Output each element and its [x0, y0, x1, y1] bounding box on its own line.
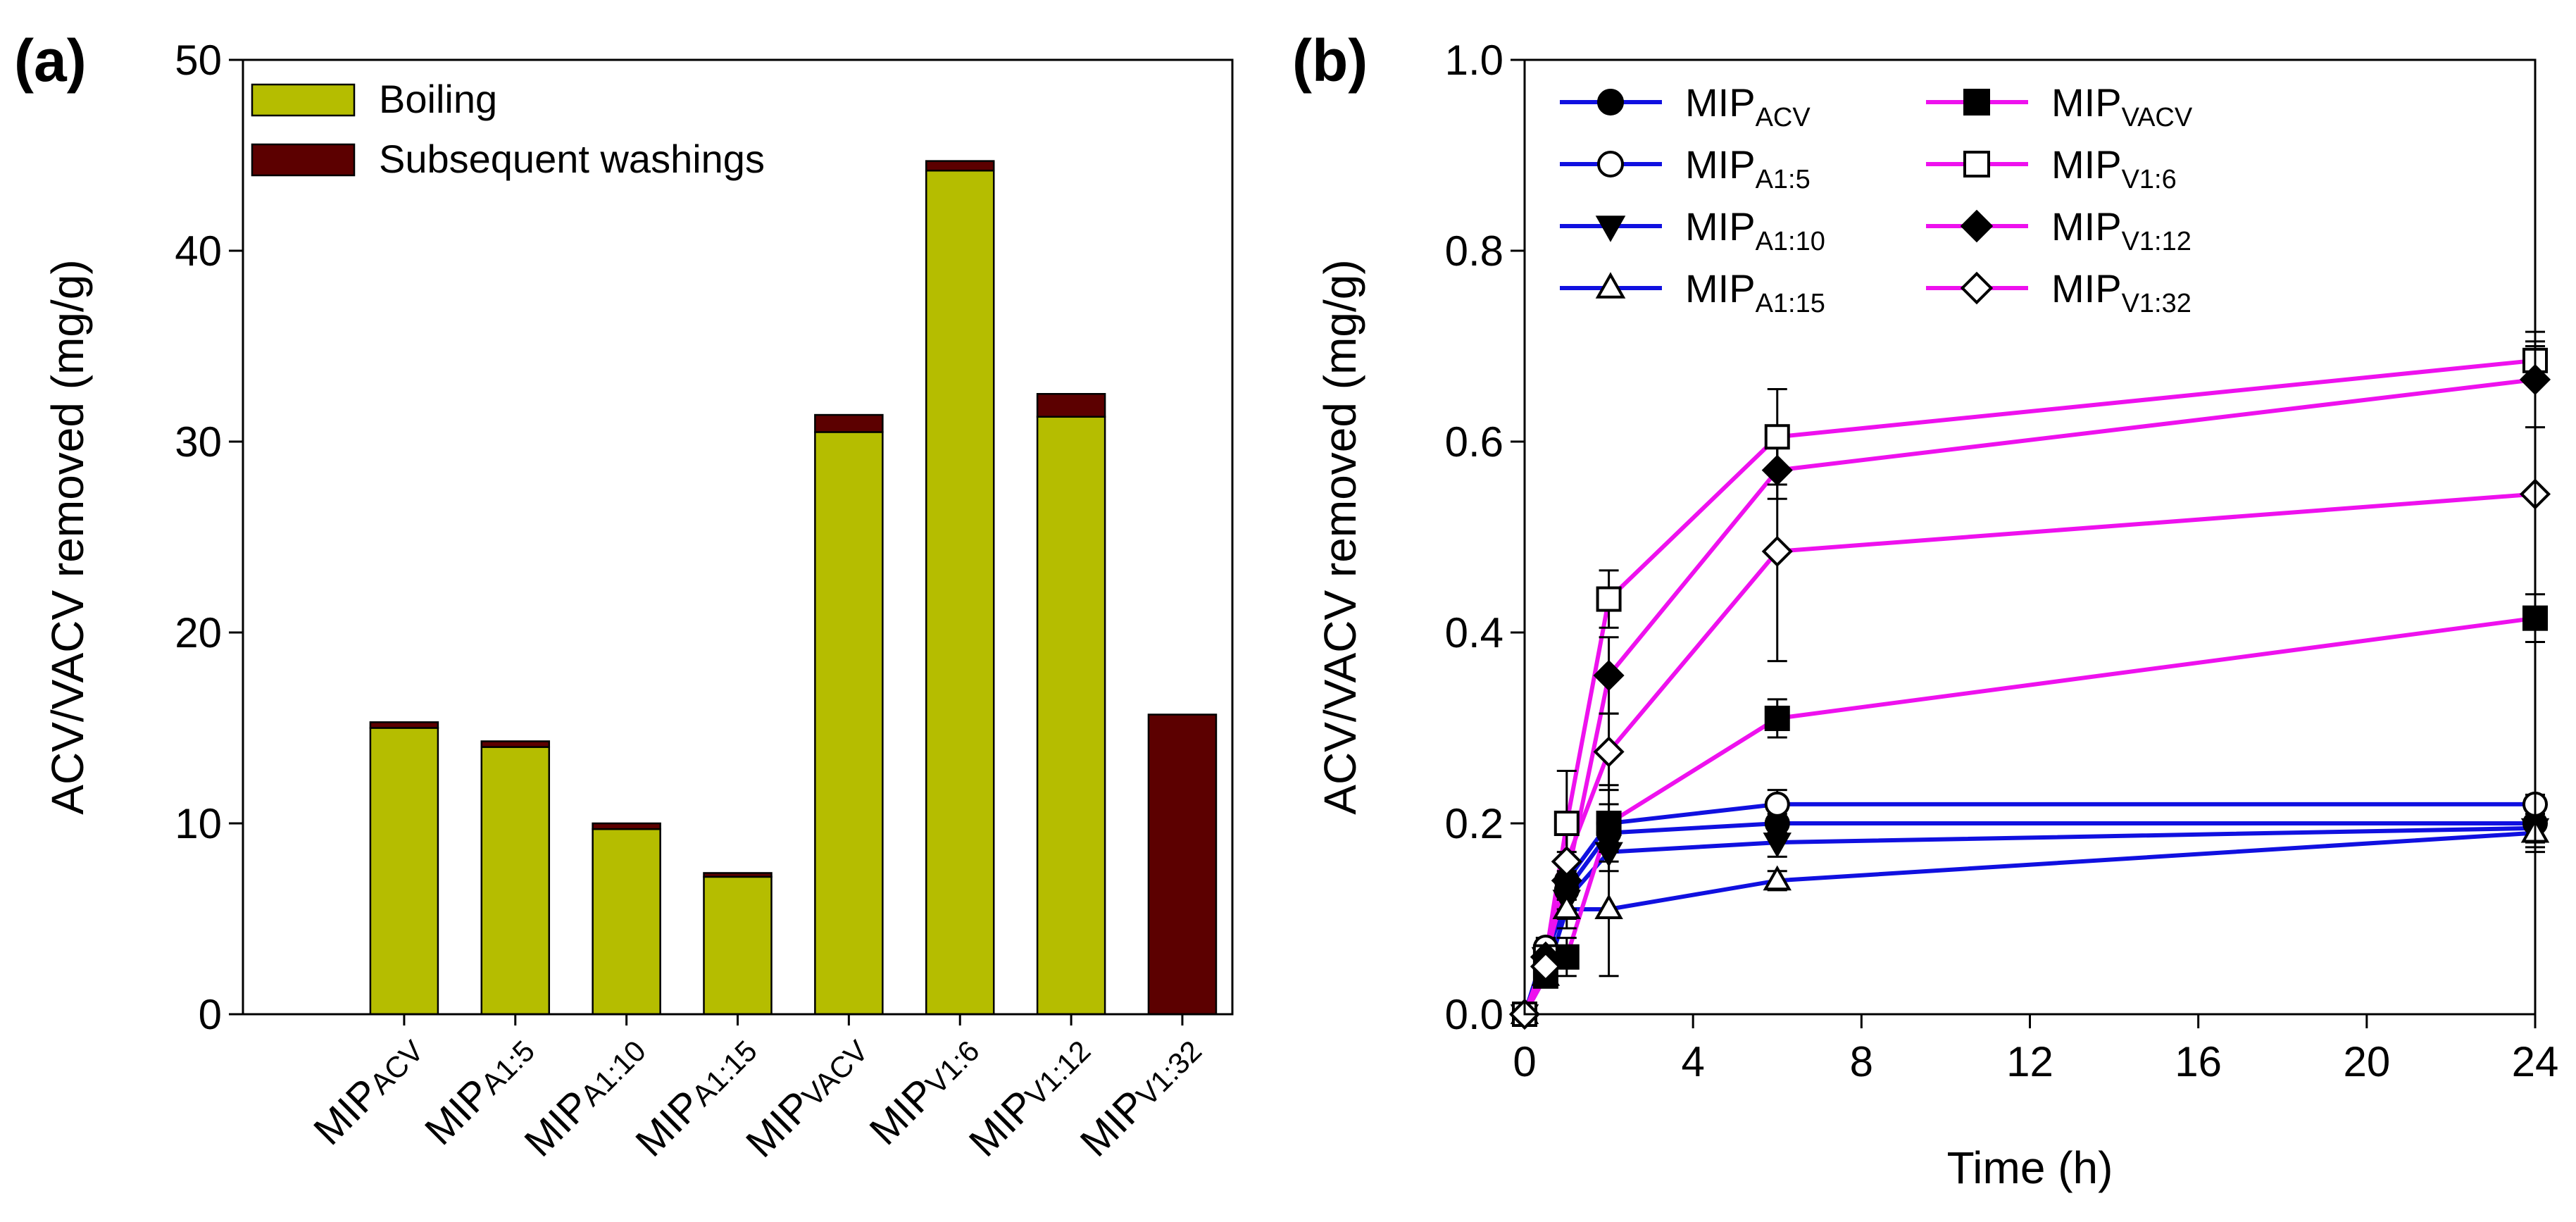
legend-marker: [1597, 89, 1624, 116]
legend-marker: [1595, 272, 1626, 299]
bar-boiling: [480, 746, 551, 1016]
bar-boiling: [592, 828, 661, 1016]
y-axis-title: ACV/VACV removed (mg/g): [42, 259, 93, 814]
data-point-a1-15: [1552, 894, 1582, 919]
series-line-v1-6: [1523, 358, 2536, 1016]
legend-label: Subsequent washings: [379, 137, 765, 181]
legend-swatch: [251, 143, 356, 177]
y-tick-label: 0.6: [1445, 418, 1503, 466]
x-tick-label: 0: [1513, 1038, 1536, 1085]
data-point-v1-32: [1593, 736, 1625, 768]
data-point-a1-15: [1594, 894, 1623, 919]
data-point-v1-12: [1593, 659, 1625, 692]
x-category-label: MIPA1:10: [515, 1027, 654, 1165]
series-line-v1-32: [1523, 492, 2536, 1016]
legend-marker: [1963, 89, 1990, 116]
legend-marker: [1595, 216, 1626, 242]
y-tick-label: 40: [175, 227, 222, 275]
legend-marker: [1963, 151, 1990, 177]
x-axis-title: Time (h): [1947, 1142, 2113, 1193]
y-tick-label: 1.0: [1445, 37, 1503, 84]
data-point-v1-6: [1596, 586, 1622, 612]
x-tick-label: 24: [2512, 1038, 2559, 1085]
data-point-v1-6: [1764, 424, 1790, 450]
bar-subsequent-washings: [814, 413, 884, 433]
data-point-a1-15: [1763, 865, 1792, 891]
y-tick-label: 0.0: [1445, 991, 1503, 1038]
y-axis-title: ACV/VACV removed (mg/g): [1315, 259, 1365, 814]
y-tick-label: 20: [175, 609, 222, 656]
series-line-acv: [1523, 821, 2535, 1015]
bar-boiling: [925, 169, 995, 1016]
data-point-v1-6: [1553, 811, 1580, 836]
panel-a-bar-chart: (a) 0 10 20 30 40 50 ACV/VACV removed (mg/g) MIP…: [14, 27, 1234, 1166]
legend-marker: [1960, 209, 1994, 243]
data-point-a1-10: [1763, 833, 1792, 858]
legend-label: MIPV1:6: [2051, 142, 2177, 194]
legend-label: MIPA1:5: [1685, 142, 1811, 194]
y-tick-label: 0.8: [1445, 227, 1503, 275]
bar-subsequent-washings: [369, 721, 439, 729]
series-line-v1-12: [1523, 377, 2536, 1016]
series-line-a1-10: [1523, 825, 2536, 1016]
data-point-vacv: [1764, 705, 1790, 731]
data-point-v1-12: [1551, 865, 1582, 897]
data-point-v1-32: [1530, 951, 1561, 983]
legend-swatch: [251, 83, 356, 117]
x-tick-label: 4: [1681, 1038, 1704, 1085]
legend-label: MIPV1:12: [2051, 204, 2192, 256]
bar-boiling: [814, 431, 884, 1016]
legend: Boiling Subsequent washings: [251, 77, 765, 181]
series-line-a1-15: [1523, 830, 2536, 1016]
x-category-label: MIPVACV: [737, 1027, 877, 1166]
y-tick-label: 0: [199, 991, 222, 1038]
x-category-label: MIPV1:32: [1072, 1027, 1210, 1165]
x-tick-label: 12: [2006, 1038, 2053, 1085]
legend-label: MIPVACV: [2051, 80, 2193, 132]
legend-label: MIPA1:15: [1685, 266, 1825, 318]
bar-subsequent-washings: [1036, 393, 1106, 418]
legend-label: MIPA1:10: [1685, 204, 1825, 256]
panel-a-label: (a): [14, 27, 87, 94]
legend-label: MIPACV: [1685, 80, 1811, 132]
plot-frame: [1523, 58, 2537, 1016]
data-point-v1-32: [1761, 535, 1793, 567]
x-category-label: MIPV1:12: [961, 1027, 1099, 1165]
x-category-label: MIPACV: [305, 1027, 432, 1154]
bar-boiling: [369, 727, 439, 1016]
legend-label: MIPV1:32: [2051, 266, 2192, 318]
data-point-v1-12: [1761, 454, 1793, 486]
y-tick-label: 10: [175, 800, 222, 847]
y-tick-label: 30: [175, 418, 222, 466]
x-category-label: MIPA1:15: [627, 1027, 765, 1165]
bar-boiling: [1036, 416, 1106, 1016]
bar-subsequent-washings: [1147, 713, 1218, 1016]
x-tick-label: 16: [2175, 1038, 2222, 1085]
data-point-v1-32: [1551, 846, 1582, 878]
data-point-a1-5: [1764, 791, 1790, 817]
legend-marker: [1960, 271, 1994, 305]
bar-boiling: [703, 875, 773, 1016]
y-tick-label: 0.2: [1445, 800, 1503, 847]
legend: MIPACV MIPA1:5 MIPA1:10 MIPA1:15 MIPVACV MIPV…: [1560, 80, 2193, 318]
x-tick-label: 8: [1850, 1038, 1873, 1085]
panel-b-label: (b): [1292, 27, 1368, 94]
data-point-a1-10: [1594, 842, 1623, 868]
x-tick-label: 20: [2343, 1038, 2390, 1085]
plot-frame: [242, 58, 1234, 1016]
y-tick-label: 50: [175, 37, 222, 84]
bar-subsequent-washings: [925, 160, 995, 172]
legend-marker: [1597, 151, 1624, 177]
data-point-vacv: [1596, 811, 1622, 836]
panel-b-line-chart: (b) 0.0 0.2 0.4 0.6 0.8 1.0 0 4 8 12 16 20 24 Time (h)…: [1292, 27, 2558, 1193]
bar-subsequent-washings: [480, 740, 551, 748]
bar-subsequent-washings: [592, 822, 661, 830]
bar-subsequent-washings: [703, 872, 773, 878]
y-tick-label: 0.4: [1445, 609, 1503, 656]
legend-label: Boiling: [379, 77, 497, 121]
